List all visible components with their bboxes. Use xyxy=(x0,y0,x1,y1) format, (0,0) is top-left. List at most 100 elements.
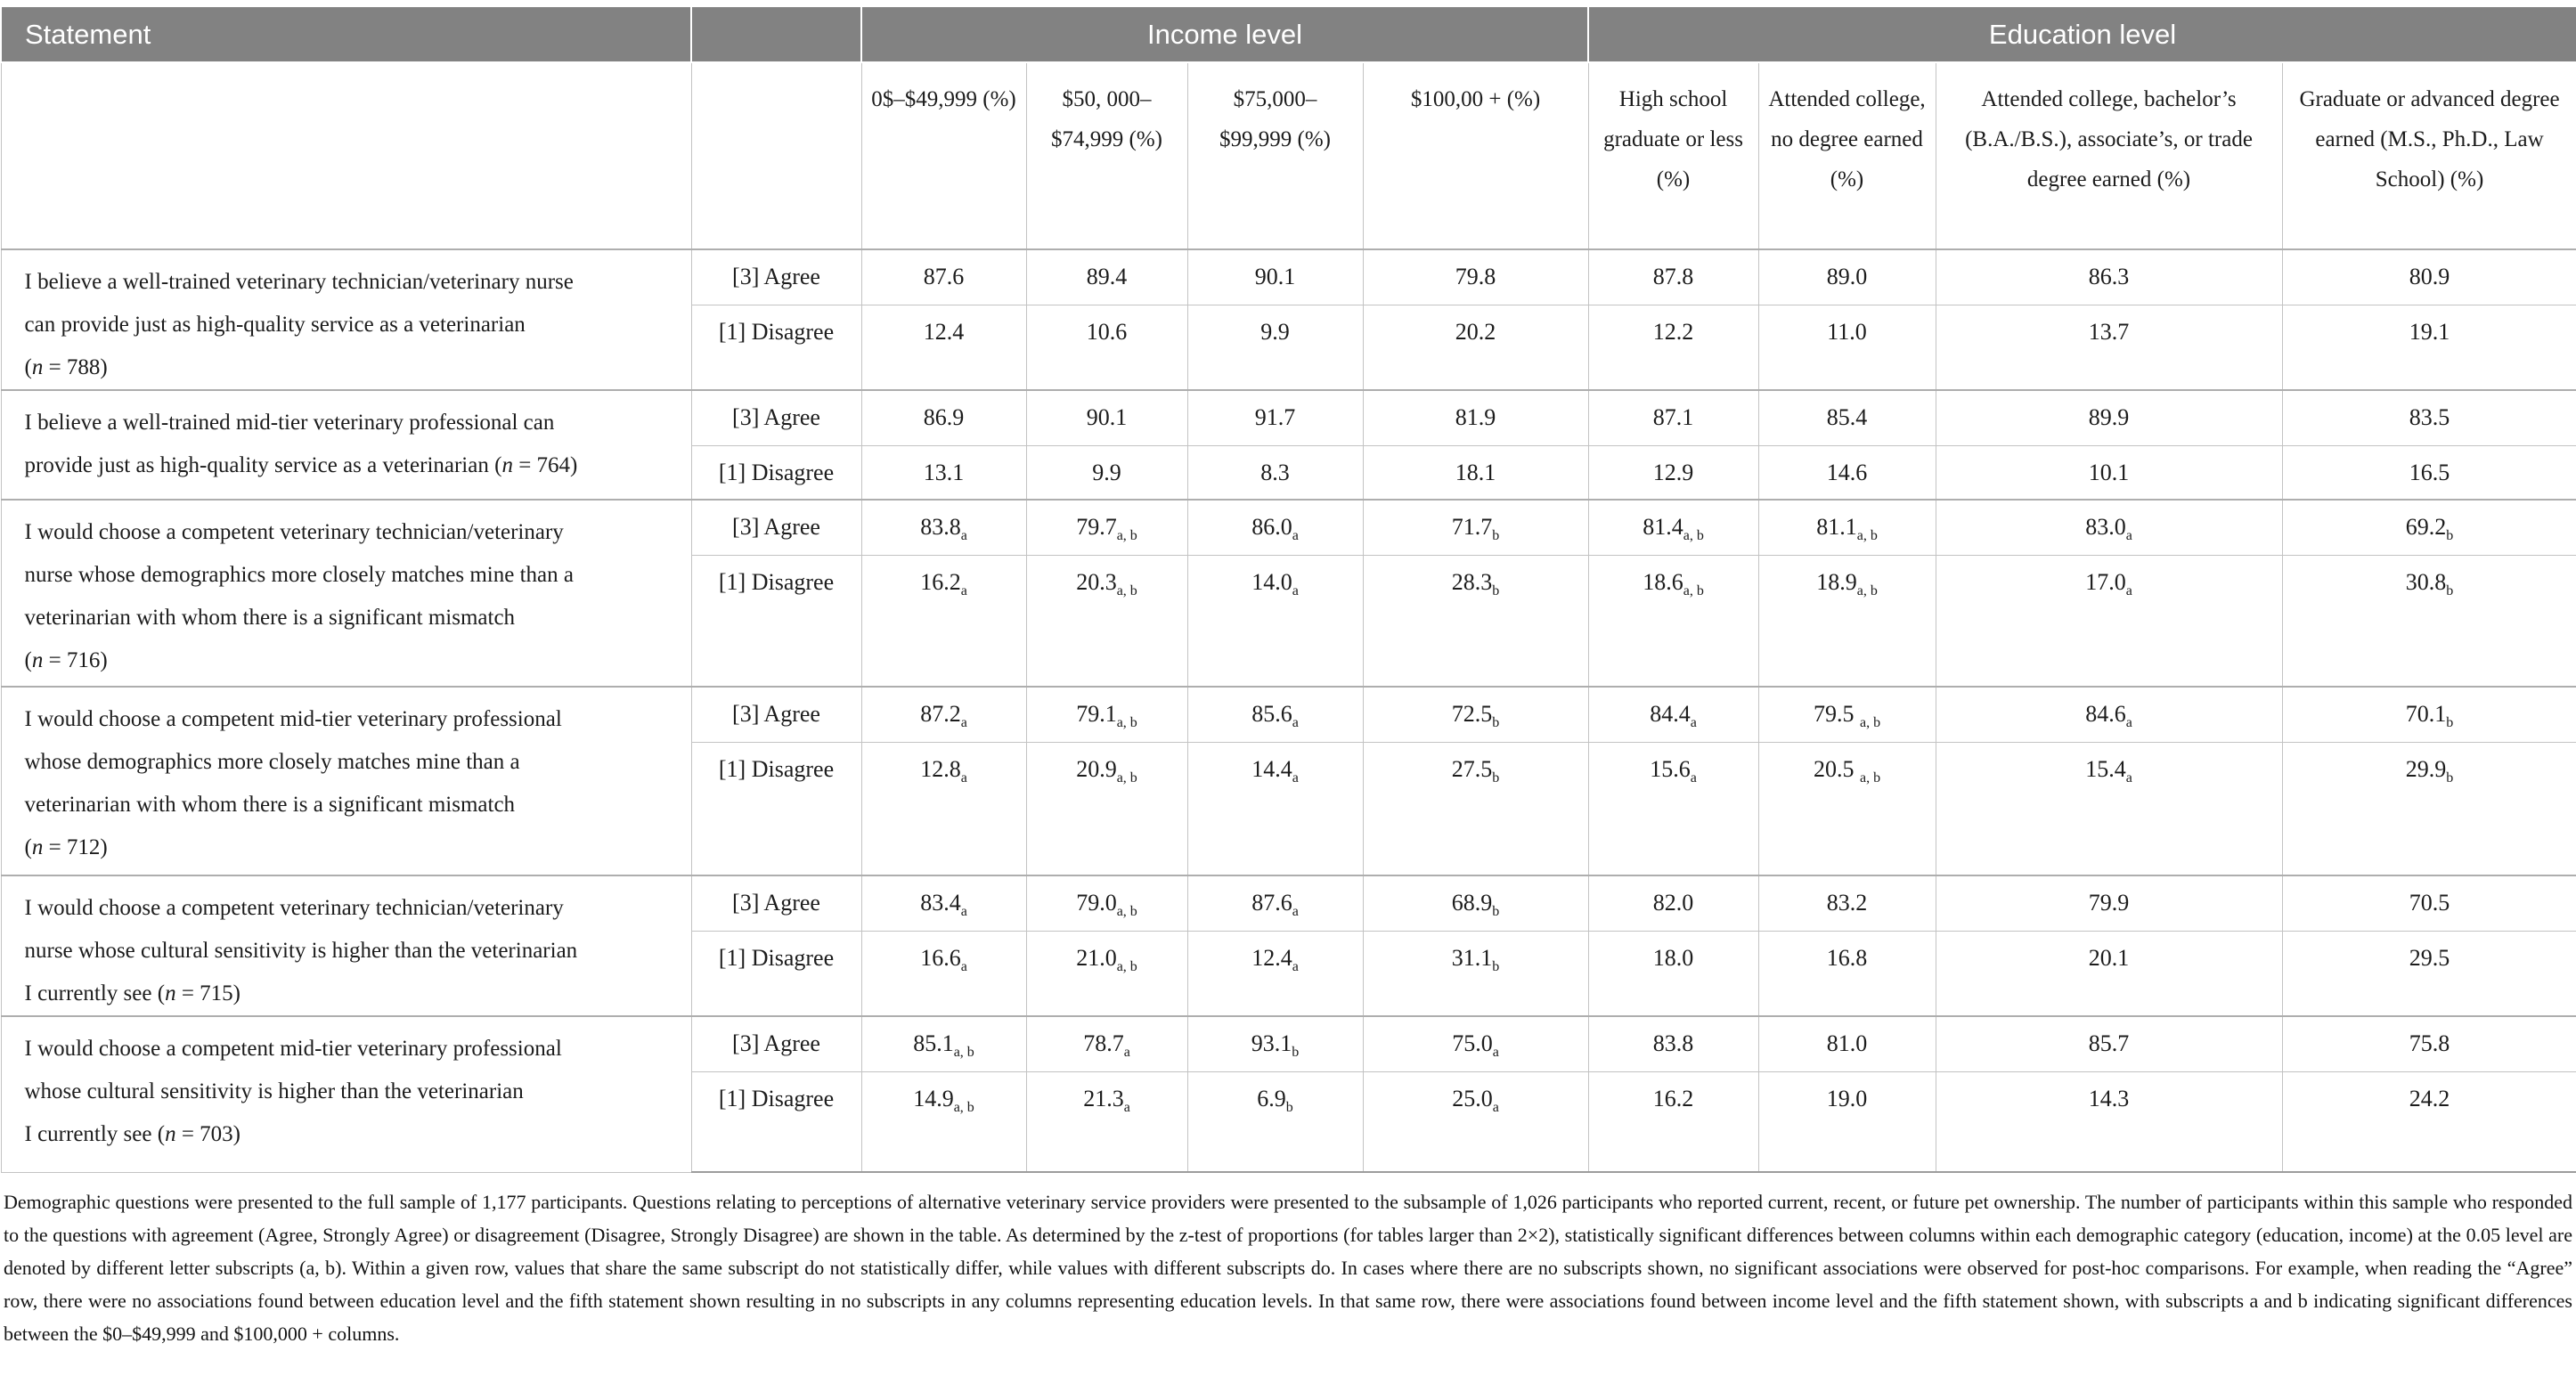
significance-subscript: a, b xyxy=(1859,715,1881,730)
significance-subscript: b xyxy=(1292,1045,1300,1060)
value-cell: 10.6 xyxy=(1025,304,1188,391)
disagree-label-cell: [1] Disagree xyxy=(690,554,862,688)
value-cell: 87.6a xyxy=(1186,875,1364,932)
value-cell: 16.2 xyxy=(1587,1071,1759,1173)
value-cell: 70.1b xyxy=(2281,686,2576,743)
value-cell: 19.0 xyxy=(1757,1071,1936,1173)
table-footnote: Demographic questions were presented to … xyxy=(4,1191,2572,1345)
statement-cell: I would choose a competent mid-tier vete… xyxy=(0,686,692,876)
value-cell: 24.2 xyxy=(2281,1071,2576,1173)
statement-agree-row: I would choose a competent mid-tier vete… xyxy=(0,686,2576,876)
col-header-education-1: High school graduate or less (%) xyxy=(1587,61,1759,250)
significance-subscript: a xyxy=(1292,582,1299,598)
sample-size-n: n xyxy=(165,981,176,1005)
significance-subscript: a xyxy=(960,528,967,543)
significance-subscript: a xyxy=(960,769,967,786)
significance-subscript: a xyxy=(1292,769,1299,786)
statement-cell: I believe a well-trained veterinary tech… xyxy=(0,248,692,391)
value-cell: 81.0 xyxy=(1757,1015,1936,1072)
value-cell: 85.1a, b xyxy=(860,1015,1027,1072)
value-cell: 16.8 xyxy=(1757,930,1936,1017)
value-cell: 83.0a xyxy=(1935,499,2283,556)
value-cell: 83.8a xyxy=(860,499,1027,556)
value-cell: 86.9 xyxy=(860,389,1027,446)
table-head: Statement Income level Education level 0… xyxy=(0,7,2576,250)
value-cell: 83.4a xyxy=(860,875,1027,932)
sample-size-n: n xyxy=(31,355,44,379)
value-cell: 87.2a xyxy=(860,686,1027,743)
value-cell: 75.8 xyxy=(2281,1015,2576,1072)
significance-subscript: b xyxy=(1285,1099,1293,1115)
agree-label-cell: [3] Agree xyxy=(690,1015,862,1072)
significance-subscript: a, b xyxy=(1116,958,1137,974)
value-cell: 16.2a xyxy=(860,554,1027,688)
value-cell: 79.7a, b xyxy=(1025,499,1188,556)
agree-label-cell: [3] Agree xyxy=(690,499,862,556)
significance-subscript: a, b xyxy=(1116,769,1137,786)
value-cell: 18.0 xyxy=(1587,930,1759,1017)
value-cell: 16.5 xyxy=(2281,444,2576,501)
value-cell: 83.2 xyxy=(1757,875,1936,932)
significance-subscript: a xyxy=(960,582,967,598)
value-cell: 13.7 xyxy=(1935,304,2283,391)
value-cell: 79.5 a, b xyxy=(1757,686,1936,743)
significance-subscript: a xyxy=(1123,1099,1130,1115)
value-cell: 91.7 xyxy=(1186,389,1364,446)
value-cell: 12.9 xyxy=(1587,444,1759,501)
value-cell: 89.0 xyxy=(1757,248,1936,305)
value-cell: 6.9b xyxy=(1186,1071,1364,1173)
value-cell: 80.9 xyxy=(2281,248,2576,305)
significance-subscript: a, b xyxy=(1116,904,1137,919)
value-cell: 12.2 xyxy=(1587,304,1759,391)
value-cell: 81.9 xyxy=(1362,389,1589,446)
value-cell: 20.5 a, b xyxy=(1757,741,1936,876)
significance-subscript: b xyxy=(2446,582,2454,598)
results-table: Statement Income level Education level 0… xyxy=(0,7,2576,1173)
significance-subscript: a xyxy=(2125,715,2132,730)
value-cell: 85.6a xyxy=(1186,686,1364,743)
disagree-label-cell: [1] Disagree xyxy=(690,444,862,501)
col-header-income-1: 0$–$49,999 (%) xyxy=(860,61,1027,250)
col-header-education-3: Attended college, bachelor’s (B.A./B.S.)… xyxy=(1935,61,2283,250)
education-group-header: Education level xyxy=(1587,7,2576,63)
col-header-education-4: Graduate or advanced degree earned (M.S.… xyxy=(2281,61,2576,250)
value-cell: 14.4a xyxy=(1186,741,1364,876)
sample-size-n: n xyxy=(501,453,513,477)
table-body: I believe a well-trained veterinary tech… xyxy=(0,248,2576,1173)
value-cell: 27.5b xyxy=(1362,741,1589,876)
value-cell: 69.2b xyxy=(2281,499,2576,556)
statement-cell: I would choose a competent veterinary te… xyxy=(0,875,692,1017)
value-cell: 79.1a, b xyxy=(1025,686,1188,743)
value-cell: 14.6 xyxy=(1757,444,1936,501)
band-spacer xyxy=(690,7,862,63)
statement-agree-row: I would choose a competent mid-tier vete… xyxy=(0,1015,2576,1173)
value-cell: 89.9 xyxy=(1935,389,2283,446)
significance-subscript: a xyxy=(1492,1045,1499,1060)
sample-size-n: n xyxy=(31,835,44,859)
significance-subscript: b xyxy=(1492,528,1500,543)
value-cell: 84.4a xyxy=(1587,686,1759,743)
statement-cell: I believe a well-trained mid-tier veteri… xyxy=(0,389,692,501)
col-header-response-spacer xyxy=(690,61,862,250)
significance-subscript: a, b xyxy=(1116,528,1137,543)
significance-subscript: b xyxy=(2446,715,2454,730)
value-cell: 81.4a, b xyxy=(1587,499,1759,556)
significance-subscript: a xyxy=(1292,958,1299,974)
value-cell: 71.7b xyxy=(1362,499,1589,556)
significance-subscript: b xyxy=(2446,769,2454,786)
value-cell: 30.8b xyxy=(2281,554,2576,688)
statement-agree-row: I would choose a competent veterinary te… xyxy=(0,499,2576,688)
sample-size-n: n xyxy=(31,648,44,672)
value-cell: 87.6 xyxy=(860,248,1027,305)
significance-subscript: a, b xyxy=(1683,528,1704,543)
value-cell: 84.6a xyxy=(1935,686,2283,743)
value-cell: 12.8a xyxy=(860,741,1027,876)
value-cell: 20.1 xyxy=(1935,930,2283,1017)
statement-agree-row: I believe a well-trained mid-tier veteri… xyxy=(0,389,2576,501)
value-cell: 16.6a xyxy=(860,930,1027,1017)
value-cell: 85.7 xyxy=(1935,1015,2283,1072)
value-cell: 18.6a, b xyxy=(1587,554,1759,688)
value-cell: 79.9 xyxy=(1935,875,2283,932)
value-cell: 86.3 xyxy=(1935,248,2283,305)
